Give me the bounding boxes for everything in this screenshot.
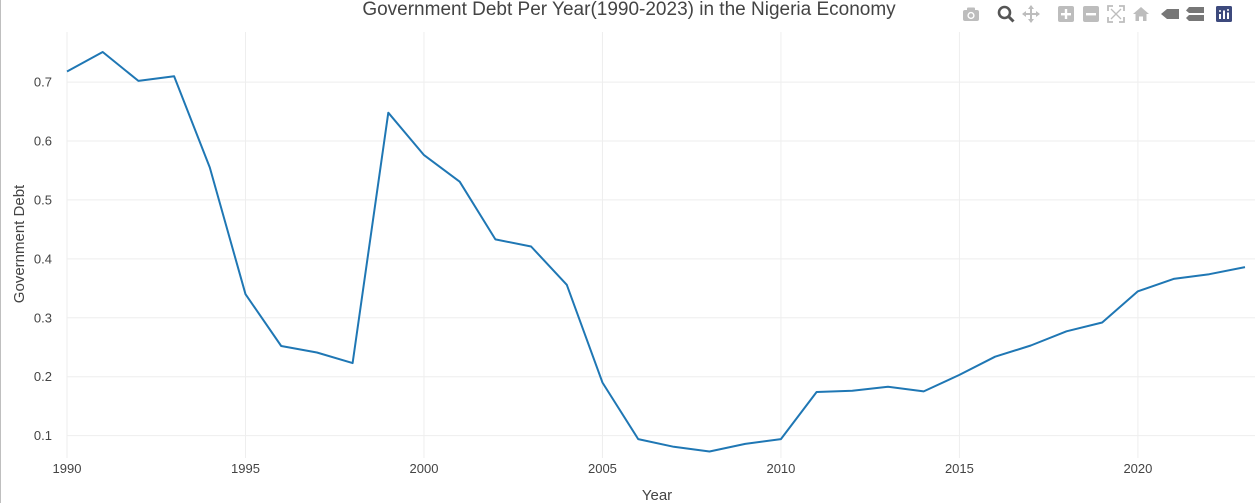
y-tick-label: 0.6 xyxy=(34,134,52,149)
camera-icon[interactable] xyxy=(958,4,983,24)
y-gridlines xyxy=(67,81,1255,437)
zoom-icon[interactable] xyxy=(993,4,1018,24)
y-axis-title: Government Debt xyxy=(11,184,28,303)
x-tick-label: 2000 xyxy=(410,461,439,476)
chart-title: Government Debt Per Year(1990-2023) in t… xyxy=(362,0,896,20)
zoom-in-icon[interactable] xyxy=(1053,4,1078,24)
y-tick-label: 0.1 xyxy=(34,428,52,443)
plotly-logo-icon[interactable] xyxy=(1211,4,1236,24)
y-tick-label: 0.7 xyxy=(34,75,52,90)
compare-hover-icon[interactable] xyxy=(1182,4,1207,24)
pan-icon[interactable] xyxy=(1018,4,1043,24)
x-tick-labels: 1990 1995 2000 2005 2010 2015 2020 xyxy=(53,461,1153,476)
y-tick-label: 0.4 xyxy=(34,251,52,266)
y-tick-label: 0.3 xyxy=(34,310,52,325)
x-tick-label: 2015 xyxy=(945,461,974,476)
x-tick-label: 2020 xyxy=(1123,461,1152,476)
y-tick-label: 0.5 xyxy=(34,192,52,207)
x-tick-label: 1995 xyxy=(231,461,260,476)
x-tick-label: 2010 xyxy=(766,461,795,476)
x-gridlines xyxy=(66,32,1139,458)
zoom-out-icon[interactable] xyxy=(1078,4,1103,24)
series-line xyxy=(66,51,1246,453)
reset-axes-icon[interactable] xyxy=(1128,4,1153,24)
x-tick-label: 1990 xyxy=(53,461,82,476)
x-tick-label: 2005 xyxy=(588,461,617,476)
x-axis-title: Year xyxy=(642,487,672,503)
y-tick-labels: 0.1 0.2 0.3 0.4 0.5 0.6 0.7 xyxy=(34,75,52,444)
modebar xyxy=(958,4,1236,24)
left-border xyxy=(0,0,1,503)
autoscale-icon[interactable] xyxy=(1103,4,1128,24)
y-tick-label: 0.2 xyxy=(34,369,52,384)
spike-lines-icon[interactable] xyxy=(1157,4,1182,24)
